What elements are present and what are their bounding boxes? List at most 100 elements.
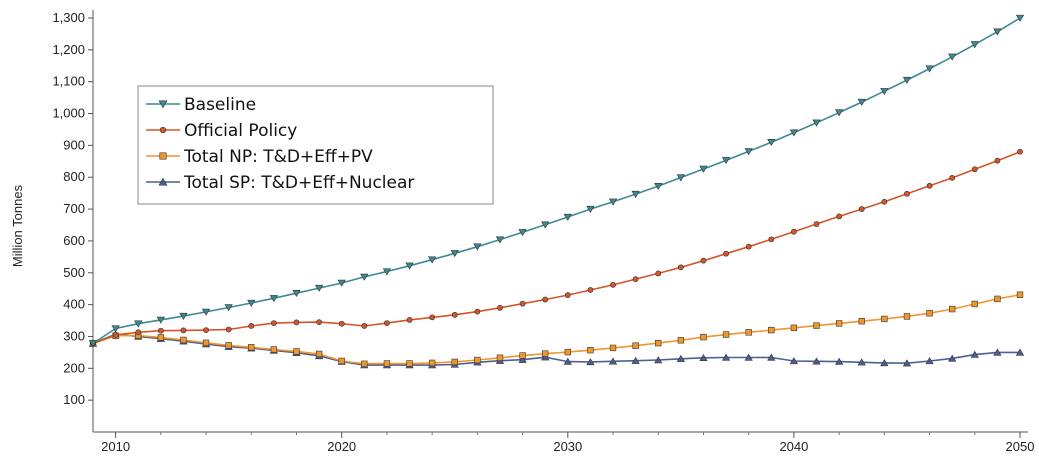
data-point xyxy=(203,327,209,333)
data-point xyxy=(813,221,820,227)
series-3 xyxy=(88,330,1025,369)
data-point xyxy=(429,314,436,321)
data-point xyxy=(406,317,413,323)
data-point xyxy=(474,356,481,364)
y-axis-ticks: 100 200 300 400 500 600 700 800 900 1,000 1,100 1,2… xyxy=(52,10,93,407)
data-point xyxy=(768,236,775,243)
data-point xyxy=(812,119,821,127)
data-point xyxy=(608,198,618,206)
data-point xyxy=(744,148,753,156)
y-tick-label: 500 xyxy=(63,265,85,280)
data-point xyxy=(293,348,300,355)
data-point xyxy=(1017,148,1023,155)
data-point xyxy=(881,315,888,323)
data-point xyxy=(519,300,526,307)
x-tick-label: 2020 xyxy=(327,439,356,454)
data-point xyxy=(676,174,685,182)
data-point xyxy=(406,360,413,367)
legend-marker xyxy=(158,177,168,186)
data-point xyxy=(835,320,843,327)
data-point xyxy=(314,284,324,292)
data-point xyxy=(631,356,640,364)
data-point xyxy=(157,327,164,334)
data-point xyxy=(586,205,595,213)
legend-entry: Official Policy xyxy=(146,121,297,141)
y-tick-label: 1,200 xyxy=(52,42,85,57)
data-point xyxy=(473,243,482,251)
data-point xyxy=(315,350,323,358)
data-point xyxy=(495,236,505,244)
data-point xyxy=(993,28,1002,36)
data-point xyxy=(655,270,662,277)
y-tick-label: 400 xyxy=(63,297,85,312)
series-1 xyxy=(90,148,1023,347)
legend-box xyxy=(137,85,494,205)
data-point xyxy=(676,354,685,362)
data-point xyxy=(338,357,345,365)
y-tick-label: 600 xyxy=(63,233,85,248)
data-point xyxy=(677,337,685,344)
series-layer xyxy=(88,14,1025,369)
legend-label: Official Policy xyxy=(184,121,297,141)
data-point xyxy=(857,358,866,366)
data-point xyxy=(428,256,437,264)
data-point xyxy=(948,305,956,313)
x-tick-label: 2050 xyxy=(1006,439,1035,454)
data-point xyxy=(789,129,799,137)
y-tick-label: 1,000 xyxy=(52,106,85,121)
legend-marker xyxy=(158,100,168,109)
data-point xyxy=(135,329,142,336)
data-point xyxy=(881,198,888,205)
data-point xyxy=(902,359,912,367)
data-point xyxy=(767,353,776,361)
y-tick-label: 800 xyxy=(63,169,85,184)
data-point xyxy=(994,295,1001,303)
series-0 xyxy=(88,14,1025,348)
data-point xyxy=(383,360,391,367)
legend: Baseline Official Policy Total NP: T&D+Eff… xyxy=(137,85,494,205)
data-point xyxy=(586,358,595,366)
data-point xyxy=(180,327,187,334)
data-point xyxy=(858,317,865,325)
data-point xyxy=(405,262,414,270)
data-point xyxy=(632,276,639,283)
data-point xyxy=(699,165,708,173)
data-point xyxy=(451,358,458,366)
data-point xyxy=(744,353,753,361)
data-point xyxy=(994,157,1001,164)
data-point xyxy=(654,356,663,364)
data-point xyxy=(926,182,933,189)
data-point xyxy=(836,213,843,220)
series-line xyxy=(92,17,1021,345)
data-point xyxy=(587,346,594,354)
y-tick-label: 1,300 xyxy=(52,10,85,25)
data-point xyxy=(971,300,978,308)
legend-marker xyxy=(159,152,167,160)
data-point xyxy=(270,346,278,353)
y-tick-label: 1,100 xyxy=(52,74,85,89)
data-point xyxy=(880,88,889,96)
data-point xyxy=(608,357,618,365)
data-point xyxy=(813,322,820,329)
legend-entry: Total NP: T&D+Eff+PV xyxy=(146,147,373,167)
data-point xyxy=(564,348,571,356)
data-point xyxy=(1016,291,1024,298)
data-point xyxy=(384,320,390,326)
data-point xyxy=(451,311,458,318)
data-point xyxy=(270,320,277,326)
data-point xyxy=(723,250,729,257)
data-point xyxy=(790,324,798,332)
data-point xyxy=(179,312,188,320)
series-line xyxy=(92,333,1020,366)
data-point xyxy=(563,213,572,221)
data-point xyxy=(745,243,752,250)
data-point xyxy=(134,320,143,328)
data-point xyxy=(338,320,345,327)
legend-entry: Total SP: T&D+Eff+Nuclear xyxy=(146,173,414,193)
data-point xyxy=(904,190,910,197)
data-point xyxy=(1015,348,1025,356)
data-point xyxy=(292,289,301,297)
data-point xyxy=(903,313,911,320)
data-point xyxy=(224,304,233,312)
data-point xyxy=(156,316,165,324)
